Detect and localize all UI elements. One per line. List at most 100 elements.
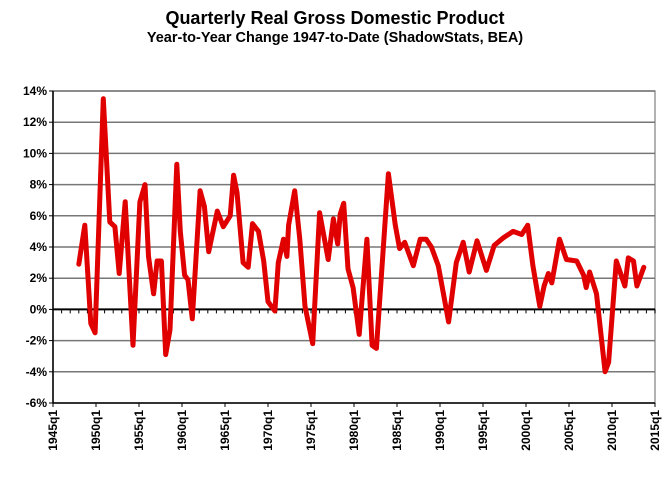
data-point (287, 223, 291, 227)
data-point (526, 223, 530, 227)
data-point (511, 229, 515, 233)
data-point (168, 328, 172, 332)
x-tick-label: 1955q1 (132, 410, 146, 451)
y-tick-label: 6% (30, 209, 48, 223)
data-point (113, 225, 117, 229)
y-tick-label: -4% (26, 365, 48, 379)
data-point (155, 259, 159, 263)
data-point (262, 259, 266, 263)
x-tick-label: 1965q1 (218, 410, 232, 451)
x-tick-labels: 1945q1 1950q1 1955q1 1960q1 1965q1 1970q1 1975… (46, 410, 662, 451)
x-tick-label: 1990q1 (433, 410, 447, 451)
y-tick-label: -2% (26, 334, 48, 348)
x-tick-label: 1970q1 (261, 410, 275, 451)
data-point (190, 317, 194, 321)
data-point (357, 332, 361, 336)
data-point (475, 239, 479, 243)
data-point (257, 229, 261, 233)
chart-title: Quarterly Real Gross Domestic Product (165, 8, 505, 28)
data-point (232, 173, 236, 177)
data-point (186, 278, 190, 282)
data-point (588, 270, 592, 274)
data-point (108, 220, 112, 224)
data-point (531, 264, 535, 268)
data-point (331, 217, 335, 221)
data-point (502, 236, 506, 240)
data-point (211, 229, 215, 233)
data-point (403, 240, 407, 244)
data-point (582, 273, 586, 277)
data-point (436, 264, 440, 268)
y-tick-label: 4% (30, 240, 48, 254)
data-point (398, 247, 402, 251)
data-point (635, 284, 639, 288)
data-point (311, 342, 315, 346)
data-point (520, 233, 524, 237)
y-tick-label: 2% (30, 271, 48, 285)
data-point (123, 200, 127, 204)
y-tick-label: 8% (30, 178, 48, 192)
data-point (152, 292, 156, 296)
data-point (584, 286, 588, 290)
data-point (178, 229, 182, 233)
data-point (326, 257, 330, 261)
data-point (346, 267, 350, 271)
data-point (138, 200, 142, 204)
data-point (447, 320, 451, 324)
data-point (215, 209, 219, 213)
data-point (546, 272, 550, 276)
data-point (351, 286, 355, 290)
data-point (538, 304, 542, 308)
data-point (492, 243, 496, 247)
data-point (241, 261, 245, 265)
data-point (374, 346, 378, 350)
data-point (303, 304, 307, 308)
y-tick-labels: -6% -4% -2% 0% 2% 4% 6% 8% 10% 12% 14% (23, 84, 47, 410)
x-tick-label: 2010q1 (605, 410, 619, 451)
data-point (558, 237, 562, 241)
x-tick-label: 1945q1 (46, 410, 60, 451)
data-point (146, 254, 150, 258)
x-tick-label: 1995q1 (476, 410, 490, 451)
data-point (89, 321, 93, 325)
data-point (461, 240, 465, 244)
x-tick-label: 1975q1 (304, 410, 318, 451)
x-tick-label: 2015q1 (648, 410, 662, 451)
data-point (77, 262, 81, 266)
data-point (623, 284, 627, 288)
data-point (235, 190, 239, 194)
data-point (298, 237, 302, 241)
data-point (221, 225, 225, 229)
data-point (318, 211, 322, 215)
data-point (542, 284, 546, 288)
data-point (454, 261, 458, 265)
data-point (393, 223, 397, 227)
series-layer (76, 96, 647, 375)
data-point (614, 259, 618, 263)
data-point (338, 212, 342, 216)
x-tick-label: 1985q1 (390, 410, 404, 451)
data-point (342, 201, 346, 205)
data-point (101, 97, 105, 101)
data-point (626, 256, 630, 260)
y-tick-label: 14% (23, 84, 47, 98)
data-point (642, 265, 646, 269)
data-point (365, 237, 369, 241)
data-point (293, 189, 297, 193)
data-point (266, 300, 270, 304)
data-point (632, 259, 635, 263)
data-point (198, 189, 202, 193)
y-tick-label: 12% (23, 115, 47, 129)
data-point (484, 268, 488, 272)
data-point (607, 360, 611, 364)
y-tick-label: -6% (26, 396, 48, 410)
x-tick-label: 1960q1 (175, 410, 189, 451)
data-point (336, 242, 340, 246)
data-point (550, 281, 554, 285)
data-point (281, 237, 285, 241)
data-point (418, 237, 422, 241)
data-point (117, 272, 121, 276)
data-point (273, 309, 277, 313)
data-point (93, 331, 97, 335)
